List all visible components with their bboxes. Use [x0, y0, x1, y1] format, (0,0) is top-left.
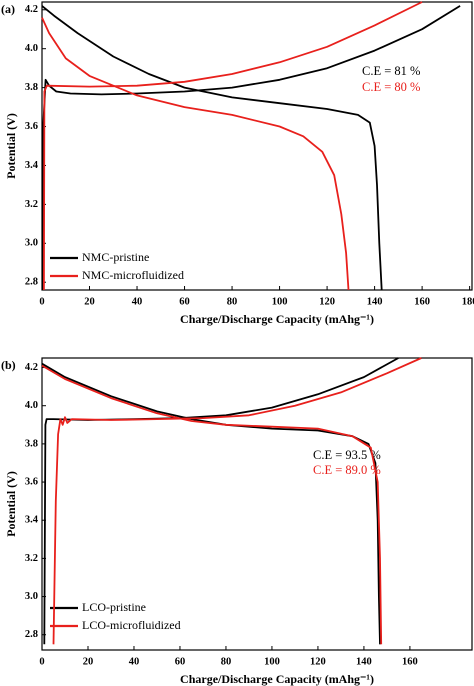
legend-label: LCO-pristine: [82, 600, 146, 614]
x-tick-label: 120: [319, 296, 335, 307]
y-tick-label: 3.0: [25, 591, 38, 602]
y-tick-label: 4.0: [25, 400, 38, 411]
x-axis-label: Charge/Discharge Capacity (mAhg⁻¹): [180, 312, 374, 326]
plot-frame: [41, 1, 473, 291]
legend-label: LCO-microfluidized: [82, 618, 181, 632]
data-line: [41, 357, 422, 645]
x-tick-label: 120: [310, 656, 326, 667]
x-tick-label: 60: [175, 656, 186, 667]
y-tick-label: 2.8: [25, 277, 38, 288]
y-tick-label: 3.8: [25, 438, 38, 449]
x-tick-label: 20: [83, 656, 94, 667]
x-tick-label: 140: [367, 296, 383, 307]
data-line: [41, 5, 461, 291]
x-tick-label: 140: [356, 656, 372, 667]
y-axis-label: Potential (V): [4, 471, 18, 537]
x-tick-label: 0: [39, 296, 44, 307]
y-tick-label: 2.8: [25, 629, 38, 640]
y-tick-label: 3.8: [25, 82, 38, 93]
y-tick-label: 3.0: [25, 238, 38, 249]
y-tick-label: 3.6: [25, 476, 38, 487]
x-tick-label: 160: [402, 656, 418, 667]
panel-label: (a): [1, 2, 15, 16]
y-tick-label: 3.6: [25, 121, 38, 132]
y-tick-label: 3.2: [25, 553, 38, 564]
x-axis-label: Charge/Discharge Capacity (mAhg⁻¹): [180, 672, 374, 686]
annotation: C.E = 81 %: [362, 64, 420, 78]
x-tick-label: 40: [132, 296, 143, 307]
x-tick-label: 160: [414, 296, 430, 307]
x-tick-label: 20: [84, 296, 95, 307]
x-tick-label: 40: [129, 656, 140, 667]
annotation: C.E = 80 %: [362, 80, 420, 94]
y-tick-label: 3.2: [25, 199, 38, 210]
legend-label: NMC-pristine: [82, 250, 149, 264]
legend-label: NMC-microfluidized: [82, 268, 184, 282]
annotation: C.E = 89.0 %: [313, 463, 381, 477]
y-tick-label: 3.4: [25, 160, 39, 171]
data-line: [41, 1, 423, 291]
x-tick-label: 0: [39, 656, 44, 667]
y-tick-label: 4.2: [25, 362, 38, 373]
y-tick-label: 4.0: [25, 43, 38, 54]
x-tick-label: 80: [221, 656, 232, 667]
y-tick-label: 4.2: [25, 4, 38, 15]
x-tick-label: 80: [227, 296, 238, 307]
plot-frame: [41, 357, 473, 651]
annotation: C.E = 93.5 %: [313, 448, 381, 462]
x-tick-label: 100: [272, 296, 288, 307]
y-tick-label: 3.4: [25, 515, 39, 526]
x-tick-label: 100: [264, 656, 280, 667]
y-axis-label: Potential (V): [4, 113, 18, 179]
x-tick-label: 60: [179, 296, 190, 307]
x-tick-label: 180: [462, 296, 474, 307]
panel-label: (b): [1, 358, 16, 372]
